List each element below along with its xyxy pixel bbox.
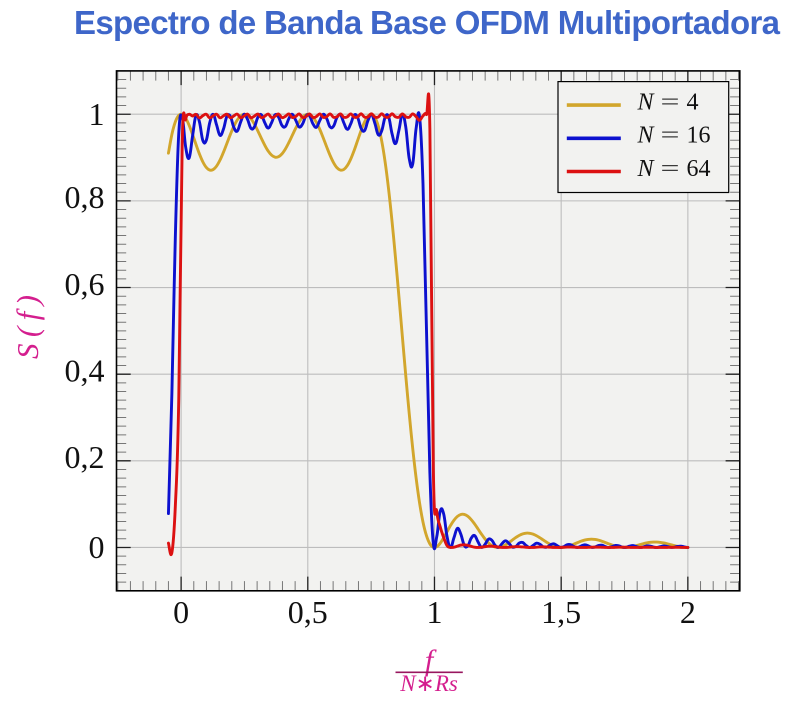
svg-text:1: 1 <box>89 96 105 132</box>
svg-text:0,6: 0,6 <box>65 266 105 302</box>
svg-text:0: 0 <box>89 529 105 565</box>
svg-text:0,5: 0,5 <box>288 594 328 630</box>
svg-text:0,4: 0,4 <box>65 352 105 388</box>
svg-text:N∗Rs: N∗Rs <box>399 671 458 696</box>
svg-text:2: 2 <box>680 594 696 630</box>
svg-text:N=16: N = 16 <box>637 123 711 149</box>
svg-text:1: 1 <box>426 594 442 630</box>
svg-text:N=64: N = 64 <box>637 156 711 182</box>
svg-text:0,2: 0,2 <box>65 439 105 475</box>
svg-text:1,5: 1,5 <box>541 594 581 630</box>
svg-text:N=4: N = 4 <box>637 89 699 115</box>
svg-text:S(f): S(f) <box>10 295 45 359</box>
svg-text:0,8: 0,8 <box>65 179 105 215</box>
svg-text:Espectro de Banda Base OFDM Mu: Espectro de Banda Base OFDM Multiportado… <box>74 4 781 41</box>
svg-text:0: 0 <box>173 594 189 630</box>
